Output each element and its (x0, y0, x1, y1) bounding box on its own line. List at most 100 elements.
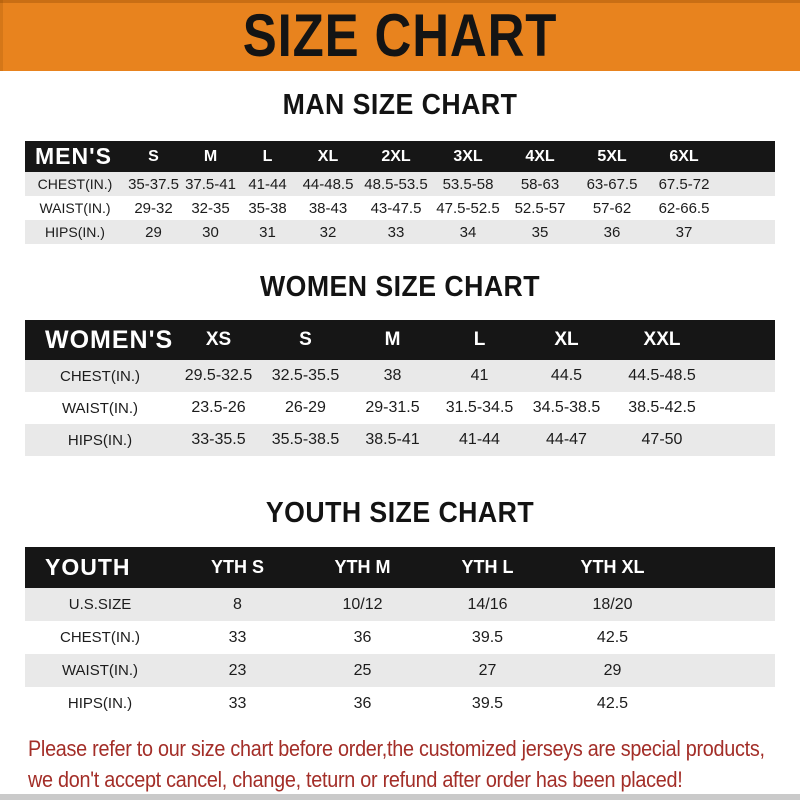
cell: 35.5-38.5 (271, 431, 340, 448)
cell: 47-50 (641, 431, 683, 448)
row-spacer (720, 196, 775, 220)
row-spacer (675, 654, 775, 687)
bottom-border-strip (0, 794, 800, 800)
youth-col-s: YTH S (175, 547, 300, 588)
men-col-l: L (239, 141, 296, 172)
youth-col-m: YTH M (300, 547, 425, 588)
row-label: CHEST(IN.) (60, 629, 140, 646)
cell: 53.5-58 (442, 175, 494, 193)
cell: 32.5-35.5 (271, 367, 340, 384)
women-waist-row: WAIST(IN.) 23.5-26 26-29 29-31.5 31.5-34… (25, 392, 775, 424)
cell: 47.5-52.5 (436, 199, 500, 217)
cell: 48.5-53.5 (364, 175, 428, 193)
row-spacer (675, 621, 775, 654)
men-col-xl: XL (296, 141, 360, 172)
cell: 32-35 (191, 199, 230, 217)
youth-section-title: YOUTH SIZE CHART (265, 497, 535, 529)
cell: 33 (228, 628, 247, 646)
youth-ussize-row: U.S.SIZE 8 10/12 14/16 18/20 (25, 588, 775, 621)
cell: 41 (470, 367, 489, 384)
cell: 34 (459, 223, 477, 241)
cell: 44-48.5 (302, 175, 354, 193)
women-size-table: WOMEN'S XS S M L XL XXL CHEST(IN.) 29.5-… (25, 320, 775, 456)
cell: 27 (478, 661, 497, 679)
women-col-xl: XL (523, 320, 610, 360)
cell: 36 (603, 223, 621, 241)
cell: 42.5 (596, 628, 629, 646)
cell: 57-62 (592, 199, 632, 217)
cell: 52.5-57 (514, 199, 566, 217)
disclaimer-line-2: we don't accept cancel, change, teturn o… (28, 767, 683, 792)
cell: 23.5-26 (191, 399, 246, 416)
men-col-5xl: 5XL (576, 141, 648, 172)
cell: 58-63 (520, 175, 560, 193)
disclaimer-note: Please refer to our size chart before or… (0, 733, 800, 795)
cell: 25 (353, 661, 372, 679)
row-spacer (714, 360, 775, 392)
cell: 43-47.5 (370, 199, 422, 217)
row-label: HIPS(IN.) (45, 224, 105, 240)
cell: 29-31.5 (365, 399, 420, 416)
row-label: U.S.SIZE (68, 596, 132, 613)
cell: 44.5-48.5 (628, 367, 696, 384)
cell: 18/20 (592, 595, 633, 613)
men-col-2xl: 2XL (360, 141, 432, 172)
row-label: WAIST(IN.) (39, 200, 111, 216)
cell: 8 (233, 595, 242, 613)
cell: 31.5-34.5 (445, 399, 514, 416)
man-section-title: MAN SIZE CHART (282, 89, 518, 121)
cell: 31 (259, 223, 276, 241)
men-table-label: MEN'S (25, 141, 125, 172)
women-col-xs: XS (175, 320, 262, 360)
men-col-6xl: 6XL (648, 141, 720, 172)
cell: 37.5-41 (185, 175, 236, 193)
men-header-row: MEN'S S M L XL 2XL 3XL 4XL 5XL 6XL (25, 141, 775, 172)
men-size-table: MEN'S S M L XL 2XL 3XL 4XL 5XL 6XL CHEST… (25, 141, 775, 244)
row-label: WAIST(IN.) (61, 399, 139, 417)
men-col-m: M (182, 141, 239, 172)
cell: 36 (353, 628, 372, 646)
youth-header-row: YOUTH YTH S YTH M YTH L YTH XL (25, 547, 775, 588)
women-col-s: S (262, 320, 349, 360)
header-spacer (675, 547, 775, 588)
women-chest-row: CHEST(IN.) 29.5-32.5 32.5-35.5 38 41 44.… (25, 360, 775, 392)
row-label: HIPS(IN.) (67, 695, 133, 712)
women-header-row: WOMEN'S XS S M L XL XXL (25, 320, 775, 360)
women-col-l: L (436, 320, 523, 360)
women-hips-row: HIPS(IN.) 33-35.5 35.5-38.5 38.5-41 41-4… (25, 424, 775, 456)
cell: 37 (675, 223, 693, 241)
cell: 38.5-41 (365, 431, 420, 448)
men-col-s: S (125, 141, 182, 172)
row-spacer (720, 172, 775, 196)
cell: 32 (319, 223, 337, 241)
men-col-4xl: 4XL (504, 141, 576, 172)
cell: 34.5-38.5 (532, 399, 601, 416)
header-spacer (720, 141, 775, 172)
cell: 63-67.5 (586, 175, 638, 193)
row-label: WAIST(IN.) (61, 662, 139, 679)
youth-table-label: YOUTH (25, 547, 175, 588)
cell: 36 (353, 694, 372, 712)
cell: 33-35.5 (191, 431, 246, 448)
cell: 38 (383, 367, 402, 384)
cell: 39.5 (471, 628, 504, 646)
women-col-m: M (349, 320, 436, 360)
cell: 29 (603, 661, 622, 679)
cell: 29.5-32.5 (184, 367, 253, 384)
youth-col-xl: YTH XL (550, 547, 675, 588)
header-spacer (714, 320, 775, 360)
youth-col-l: YTH L (425, 547, 550, 588)
cell: 39.5 (471, 694, 504, 712)
cell: 62-66.5 (658, 199, 710, 217)
cell: 44-47 (546, 431, 587, 448)
women-table-label: WOMEN'S (25, 320, 175, 360)
cell: 14/16 (467, 595, 508, 613)
row-label: CHEST(IN.) (60, 367, 140, 385)
men-hips-row: HIPS(IN.) 29 30 31 32 33 34 35 36 37 (25, 220, 775, 244)
women-section-title: WOMEN SIZE CHART (259, 271, 541, 303)
cell: 26-29 (285, 399, 326, 416)
cell: 33 (228, 694, 247, 712)
cell: 23 (228, 661, 247, 679)
cell: 67.5-72 (658, 175, 710, 193)
